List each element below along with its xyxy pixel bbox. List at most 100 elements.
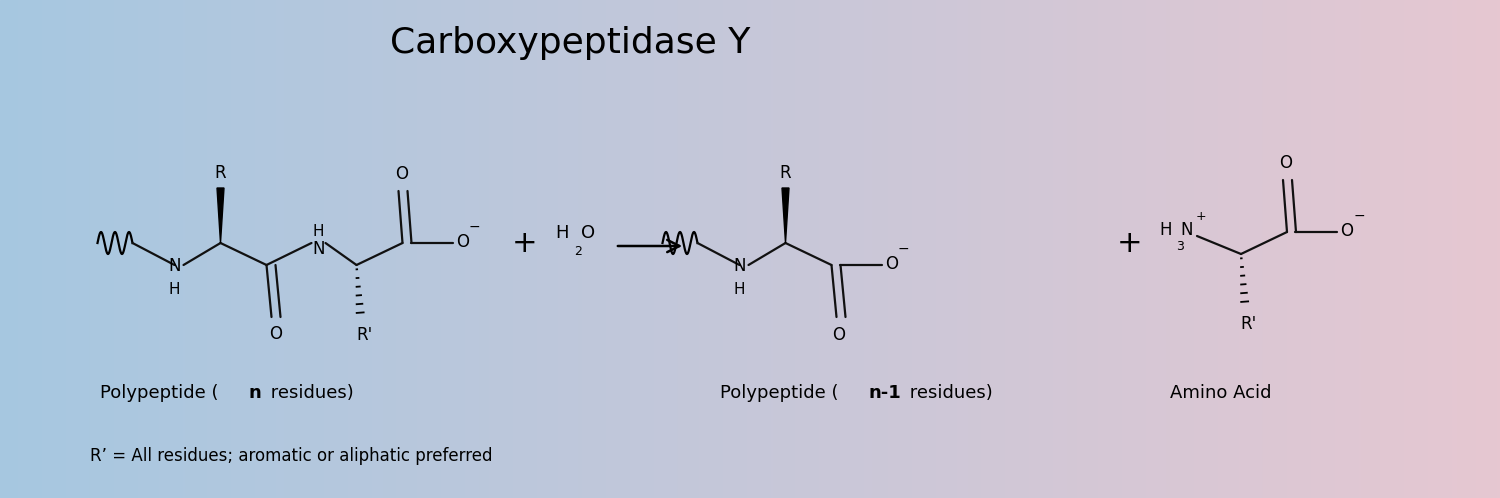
Bar: [348, 0, 351, 498]
Bar: [1461, 0, 1464, 498]
Bar: [390, 0, 393, 498]
Bar: [660, 0, 663, 498]
Bar: [810, 0, 813, 498]
Bar: [183, 0, 186, 498]
Bar: [1455, 0, 1458, 498]
Bar: [1206, 0, 1209, 498]
Bar: [552, 0, 555, 498]
Bar: [1437, 0, 1440, 498]
Bar: [318, 0, 321, 498]
Bar: [9, 0, 12, 498]
Bar: [609, 0, 612, 498]
Bar: [48, 0, 51, 498]
Bar: [642, 0, 645, 498]
Bar: [1365, 0, 1368, 498]
Text: n: n: [248, 384, 261, 402]
Bar: [1332, 0, 1335, 498]
Bar: [627, 0, 630, 498]
Bar: [1323, 0, 1326, 498]
Bar: [1152, 0, 1155, 498]
Bar: [54, 0, 57, 498]
Bar: [1275, 0, 1278, 498]
Bar: [201, 0, 204, 498]
Bar: [90, 0, 93, 498]
Text: N: N: [168, 257, 180, 275]
Bar: [693, 0, 696, 498]
Bar: [756, 0, 759, 498]
Bar: [135, 0, 138, 498]
Bar: [519, 0, 522, 498]
Bar: [1119, 0, 1122, 498]
Bar: [1488, 0, 1491, 498]
Bar: [1131, 0, 1134, 498]
Bar: [720, 0, 723, 498]
Bar: [969, 0, 972, 498]
Bar: [816, 0, 819, 498]
Bar: [396, 0, 399, 498]
Bar: [951, 0, 954, 498]
Bar: [438, 0, 441, 498]
Bar: [651, 0, 654, 498]
Bar: [897, 0, 900, 498]
Bar: [1161, 0, 1164, 498]
Bar: [294, 0, 297, 498]
Bar: [1248, 0, 1251, 498]
Bar: [1485, 0, 1488, 498]
Bar: [870, 0, 873, 498]
Text: residues): residues): [266, 384, 354, 402]
Bar: [1290, 0, 1293, 498]
Bar: [768, 0, 771, 498]
Bar: [858, 0, 861, 498]
Bar: [1356, 0, 1359, 498]
Bar: [930, 0, 933, 498]
Bar: [1482, 0, 1485, 498]
Bar: [1269, 0, 1272, 498]
Bar: [666, 0, 669, 498]
Bar: [1278, 0, 1281, 498]
Bar: [231, 0, 234, 498]
Bar: [177, 0, 180, 498]
Bar: [150, 0, 153, 498]
Bar: [414, 0, 417, 498]
Bar: [495, 0, 498, 498]
Bar: [1314, 0, 1317, 498]
Bar: [147, 0, 150, 498]
Bar: [513, 0, 516, 498]
Bar: [1077, 0, 1080, 498]
Bar: [603, 0, 606, 498]
Bar: [1398, 0, 1401, 498]
Bar: [813, 0, 816, 498]
Bar: [573, 0, 576, 498]
Bar: [1233, 0, 1236, 498]
Bar: [222, 0, 225, 498]
Bar: [258, 0, 261, 498]
Bar: [555, 0, 558, 498]
Bar: [963, 0, 966, 498]
Bar: [1272, 0, 1275, 498]
Bar: [1101, 0, 1104, 498]
Text: O: O: [456, 233, 470, 251]
Bar: [1017, 0, 1020, 498]
Bar: [1134, 0, 1137, 498]
Bar: [1449, 0, 1452, 498]
Bar: [21, 0, 24, 498]
Bar: [1311, 0, 1314, 498]
Bar: [3, 0, 6, 498]
Bar: [1197, 0, 1200, 498]
Bar: [1200, 0, 1203, 498]
Bar: [1164, 0, 1167, 498]
Bar: [999, 0, 1002, 498]
Bar: [849, 0, 852, 498]
Bar: [1431, 0, 1434, 498]
Bar: [1257, 0, 1260, 498]
Bar: [1350, 0, 1353, 498]
Bar: [96, 0, 99, 498]
FancyArrowPatch shape: [618, 240, 680, 252]
Bar: [570, 0, 573, 498]
Bar: [1185, 0, 1188, 498]
Bar: [1410, 0, 1413, 498]
Bar: [210, 0, 213, 498]
Bar: [978, 0, 981, 498]
Bar: [72, 0, 75, 498]
Bar: [1002, 0, 1005, 498]
